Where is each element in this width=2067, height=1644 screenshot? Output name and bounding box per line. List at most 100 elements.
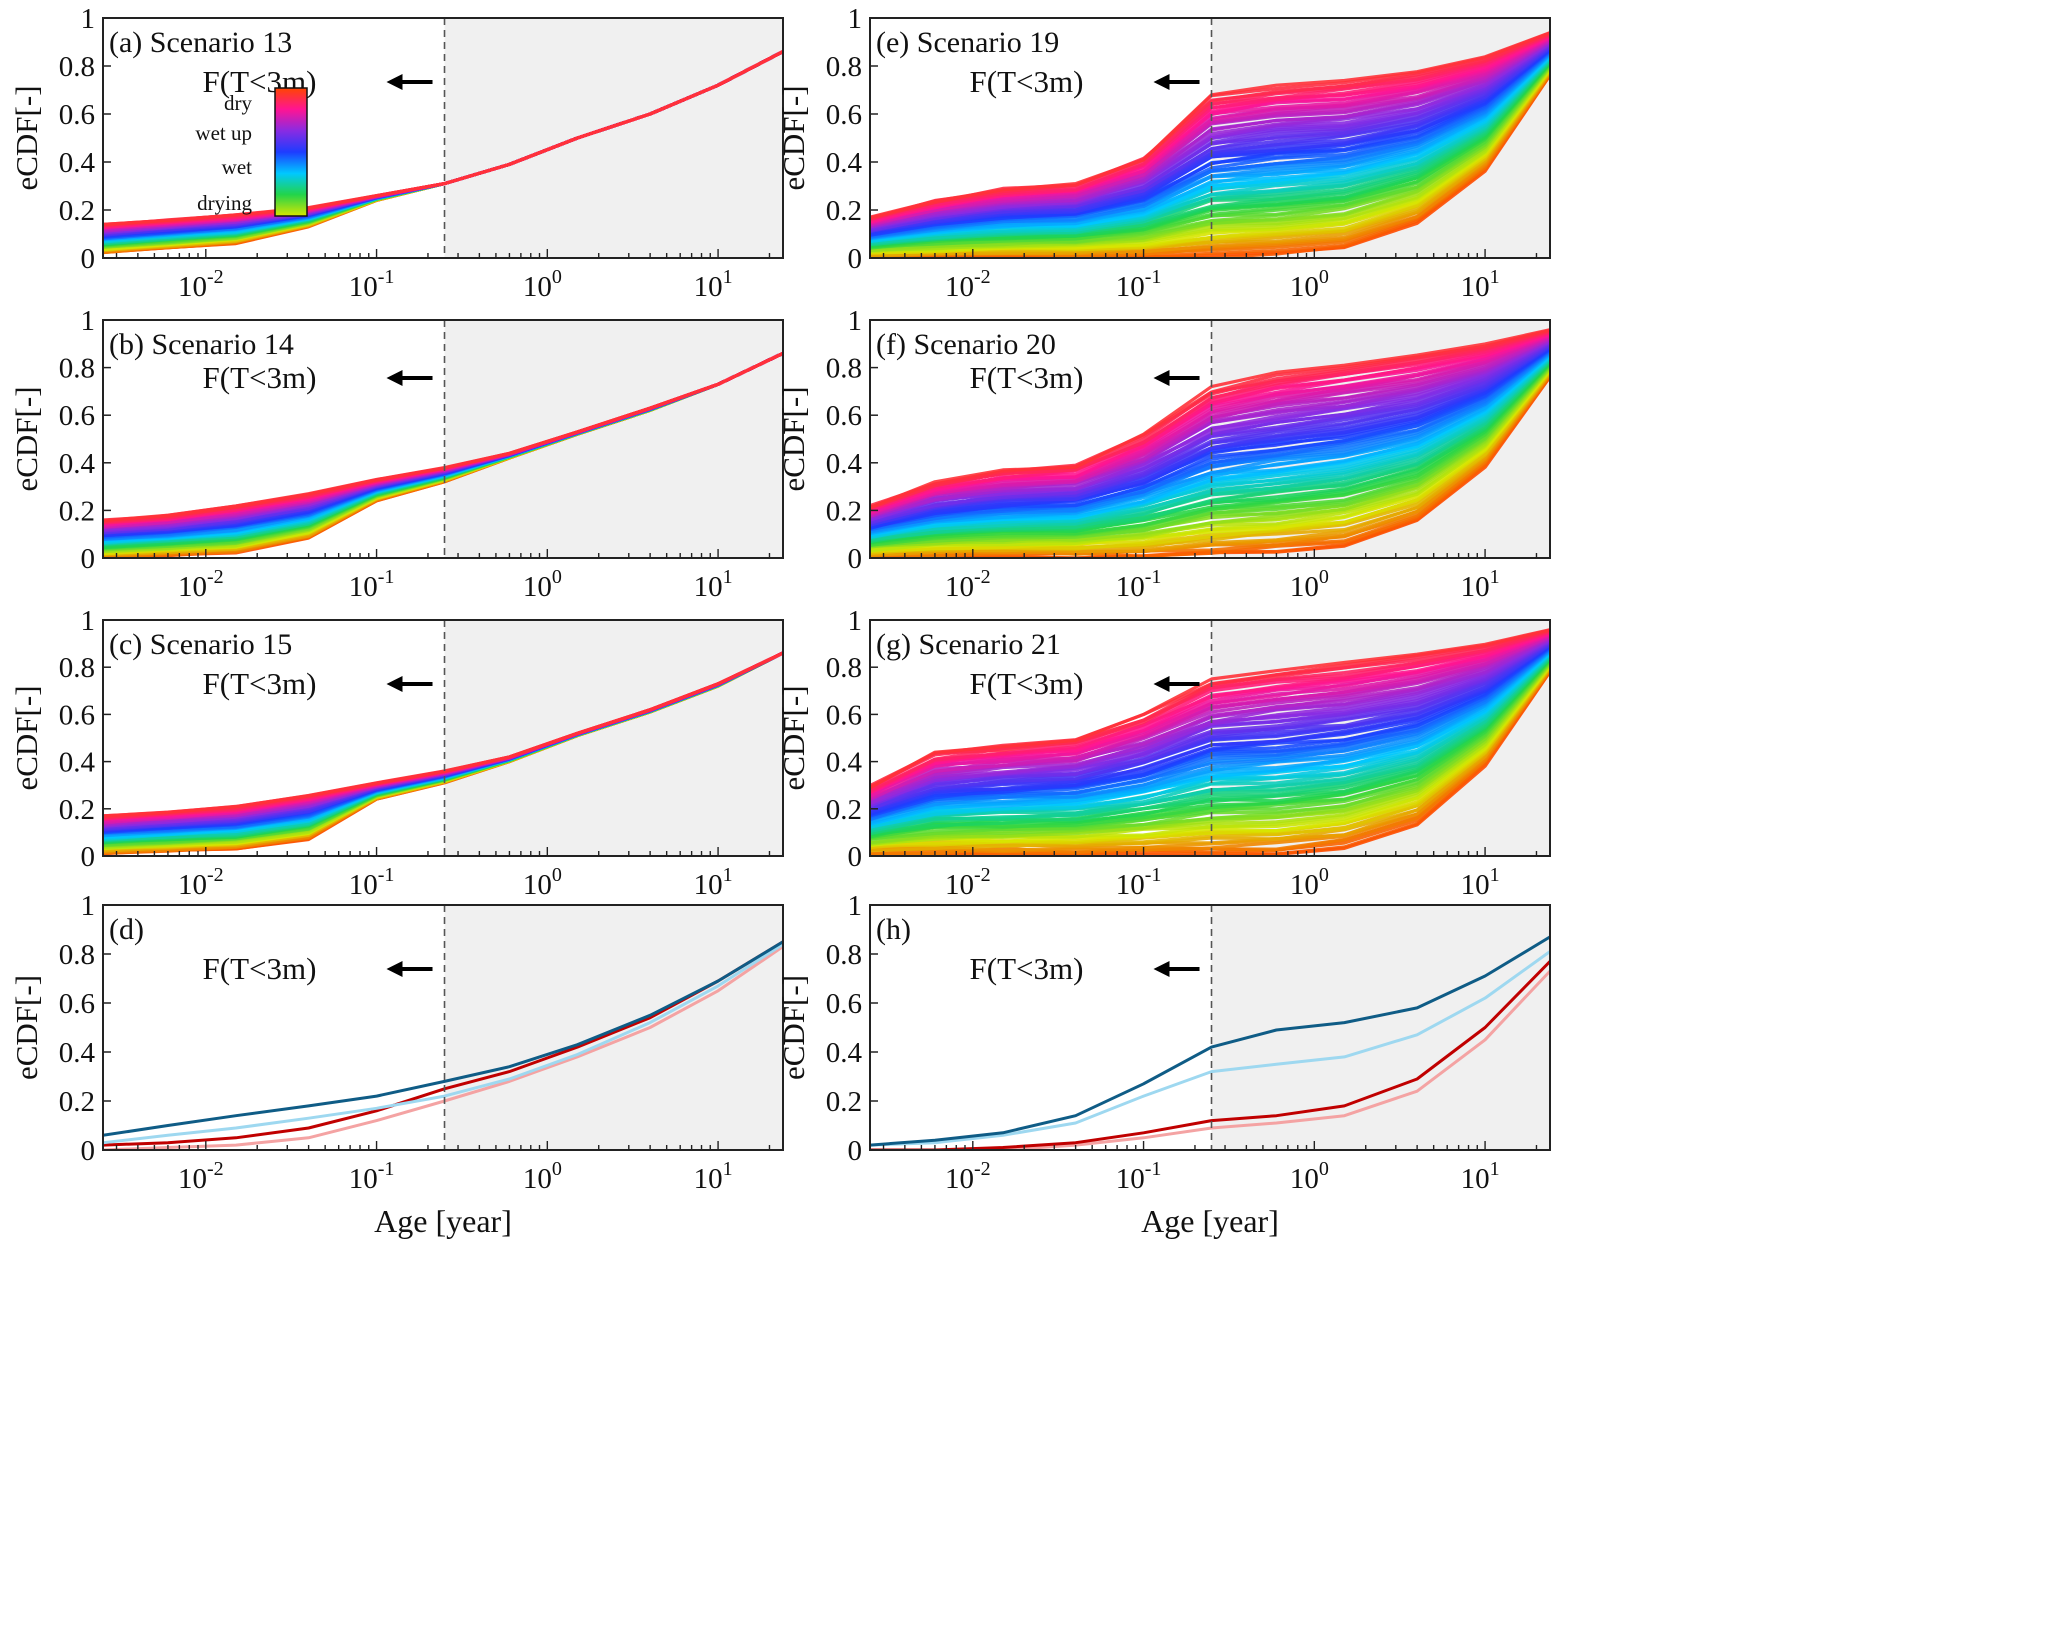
y-tick-label: 0: [81, 841, 96, 873]
arrow-left-icon: [1153, 676, 1170, 692]
colorbar-label: drying: [197, 191, 252, 215]
y-tick-label: 1: [848, 3, 863, 35]
axes-frame: [102, 17, 784, 259]
y-tick-label: 0.4: [59, 448, 96, 480]
y-tick-label: 0.8: [826, 353, 862, 385]
x-tick-label: 100: [1290, 1158, 1329, 1195]
threshold-annotation: F(T<3m): [203, 951, 317, 986]
ensemble-line: [870, 628, 1550, 790]
threshold-annotation: F(T<3m): [970, 666, 1084, 701]
shaded-region: [444, 905, 783, 1150]
y-tick-label: 1: [848, 305, 863, 337]
series-line-light-blue: [870, 950, 1550, 1147]
y-axis-label: eCDF[-]: [9, 85, 44, 190]
threshold-annotation: F(T<3m): [203, 360, 317, 395]
ensemble-line: [870, 665, 1550, 846]
x-tick-label: 10-1: [1116, 1158, 1162, 1195]
axes-frame: [102, 319, 784, 559]
arrow-left-icon: [386, 961, 403, 977]
y-tick-label: 0: [81, 1135, 96, 1167]
y-tick-label: 0: [81, 543, 96, 575]
x-tick-label: 100: [523, 864, 562, 901]
y-tick-label: 0.8: [59, 652, 95, 684]
panel-a: 0 0.2 0.4 0.6 0.8 1 10-2 10-1 100 101 eCDF[-] (a) S…: [9, 3, 784, 303]
x-tick-label: 10-2: [945, 864, 991, 901]
x-tick-label: 100: [523, 566, 562, 603]
x-tick-label: 100: [523, 1158, 562, 1195]
y-tick-label: 0.4: [826, 747, 863, 779]
x-tick-label: 10-1: [1116, 266, 1162, 303]
y-tick-label: 0.2: [826, 495, 862, 527]
x-tick-label: 10-1: [349, 266, 395, 303]
axes-frame: [102, 904, 784, 1151]
series-line-dark-blue: [103, 940, 783, 1137]
x-tick-label: 10-2: [178, 864, 224, 901]
y-tick-label: 0.6: [826, 988, 862, 1020]
threshold-annotation: F(T<3m): [970, 360, 1084, 395]
panel-title: (c) Scenario 15: [109, 628, 292, 661]
x-tick-label: 10-2: [945, 266, 991, 303]
panel-title: (b) Scenario 14: [109, 328, 294, 361]
y-tick-label: 0: [81, 243, 96, 275]
shaded-region: [444, 18, 783, 258]
y-tick-label: 0.2: [59, 495, 95, 527]
x-tick-label: 101: [694, 864, 733, 901]
x-tick-label: 101: [694, 566, 733, 603]
series-line-dark-red: [870, 960, 1550, 1150]
threshold-annotation: F(T<3m): [970, 64, 1084, 99]
arrow-left-icon: [1153, 370, 1170, 386]
axes-frame: [102, 619, 784, 857]
x-tick-label: 10-2: [945, 566, 991, 603]
panel-title: (h): [876, 913, 911, 946]
panel-d: 0 0.2 0.4 0.6 0.8 1 10-2 10-1 100 101 eCDF[-] (d) F(…: [9, 890, 784, 1239]
panel-b: 0 0.2 0.4 0.6 0.8 1 10-2 10-1 100 101 eCDF[-] (b) S…: [9, 305, 784, 603]
y-axis-label: eCDF[-]: [776, 685, 811, 790]
colorbar: dry wet up wet drying: [195, 87, 308, 217]
axes-frame: [869, 904, 1551, 1151]
x-tick-label: 101: [1461, 1158, 1500, 1195]
x-axis-label: Age [year]: [1141, 1203, 1279, 1239]
series-line-dark-blue: [870, 935, 1550, 1147]
panel-g: 0 0.2 0.4 0.6 0.8 1 10-2 10-1 100 101 eCDF[-] (g) S…: [776, 605, 1551, 901]
panel-f: 0 0.2 0.4 0.6 0.8 1 10-2 10-1 100 101 eCDF[-] (f) S…: [776, 305, 1551, 603]
x-tick-label: 10-1: [349, 1158, 395, 1195]
y-axis-label: eCDF[-]: [776, 85, 811, 190]
y-tick-label: 0.2: [826, 794, 862, 826]
y-tick-label: 0.4: [59, 1037, 96, 1069]
y-tick-label: 0.8: [826, 51, 862, 83]
panel-title: (g) Scenario 21: [876, 628, 1061, 661]
y-axis-label: eCDF[-]: [776, 975, 811, 1080]
plot-area: [870, 328, 1550, 558]
x-tick-label: 101: [694, 266, 733, 303]
x-tick-label: 10-2: [178, 1158, 224, 1195]
y-tick-label: 0: [848, 841, 863, 873]
y-tick-label: 0.6: [59, 988, 95, 1020]
y-axis-label: eCDF[-]: [776, 386, 811, 491]
y-tick-label: 0.2: [826, 195, 862, 227]
shaded-region: [1211, 905, 1550, 1150]
y-tick-label: 0.6: [826, 400, 862, 432]
ensemble-line: [103, 50, 783, 226]
ensemble-line: [870, 633, 1550, 798]
y-tick-label: 0.6: [826, 699, 862, 731]
colorbar-label: wet up: [195, 121, 252, 145]
y-tick-label: 0.8: [826, 652, 862, 684]
x-tick-label: 10-1: [1116, 864, 1162, 901]
shaded-region: [444, 620, 783, 856]
panel-title: (d): [109, 913, 144, 946]
axes-frame: [869, 319, 1551, 559]
arrow-left-icon: [1153, 961, 1170, 977]
x-tick-label: 100: [1290, 266, 1329, 303]
y-tick-label: 1: [81, 3, 96, 35]
colorbar-scale: [274, 87, 308, 217]
y-tick-label: 0.6: [59, 699, 95, 731]
y-tick-label: 0.6: [59, 99, 95, 131]
y-tick-label: 0: [848, 243, 863, 275]
axes-frame: [869, 17, 1551, 259]
plot-area: [103, 50, 783, 255]
y-tick-label: 0.2: [59, 195, 95, 227]
y-tick-label: 0.4: [826, 1037, 863, 1069]
x-tick-label: 10-1: [349, 566, 395, 603]
y-tick-label: 1: [81, 305, 96, 337]
y-tick-label: 0.6: [59, 400, 95, 432]
